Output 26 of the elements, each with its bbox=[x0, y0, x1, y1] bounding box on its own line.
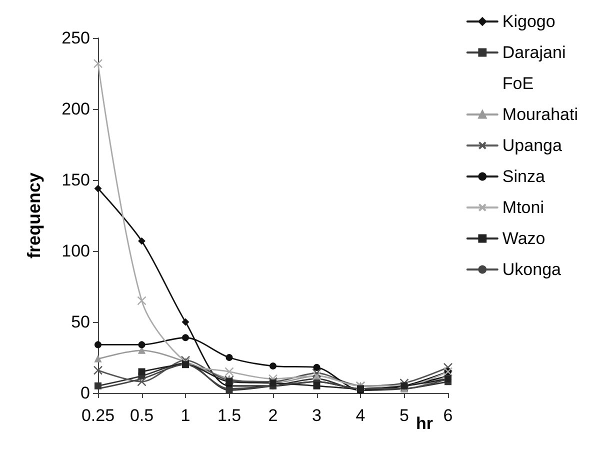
legend-label: Darajani bbox=[502, 43, 566, 62]
legend-label: Mtoni bbox=[502, 198, 544, 217]
x-tick-label: 3 bbox=[312, 406, 322, 425]
legend-label: Kigogo bbox=[502, 12, 556, 31]
x-tick-label: 1.5 bbox=[217, 406, 242, 425]
y-axis-title: frequency bbox=[24, 172, 44, 259]
x-tick-label: 2 bbox=[268, 406, 278, 425]
y-tick-label: 50 bbox=[71, 312, 90, 332]
legend-label: Upanga bbox=[502, 136, 562, 155]
y-tick-label: 0 bbox=[80, 384, 90, 402]
legend-label: Mourahati bbox=[502, 105, 578, 124]
y-tick-label: 150 bbox=[62, 170, 90, 190]
x-tick-label: 5 bbox=[400, 406, 409, 425]
x-tick-label: 0.25 bbox=[81, 406, 115, 425]
x-tick-label: 0.5 bbox=[130, 406, 154, 425]
legend-label: Wazo bbox=[502, 229, 546, 248]
x-tick-label: 4 bbox=[356, 406, 366, 425]
legend-label: Ukonga bbox=[502, 260, 562, 279]
x-tick-label: 1 bbox=[180, 406, 190, 425]
text: FoE bbox=[502, 74, 534, 93]
x-tick-label: 6 bbox=[443, 406, 453, 425]
y-tick-label: 200 bbox=[62, 100, 90, 118]
x-axis-title: hr bbox=[416, 414, 434, 433]
y-tick-label: 250 bbox=[62, 28, 90, 48]
y-tick-label: 100 bbox=[62, 242, 90, 260]
legend-label: Sinza bbox=[502, 167, 546, 186]
